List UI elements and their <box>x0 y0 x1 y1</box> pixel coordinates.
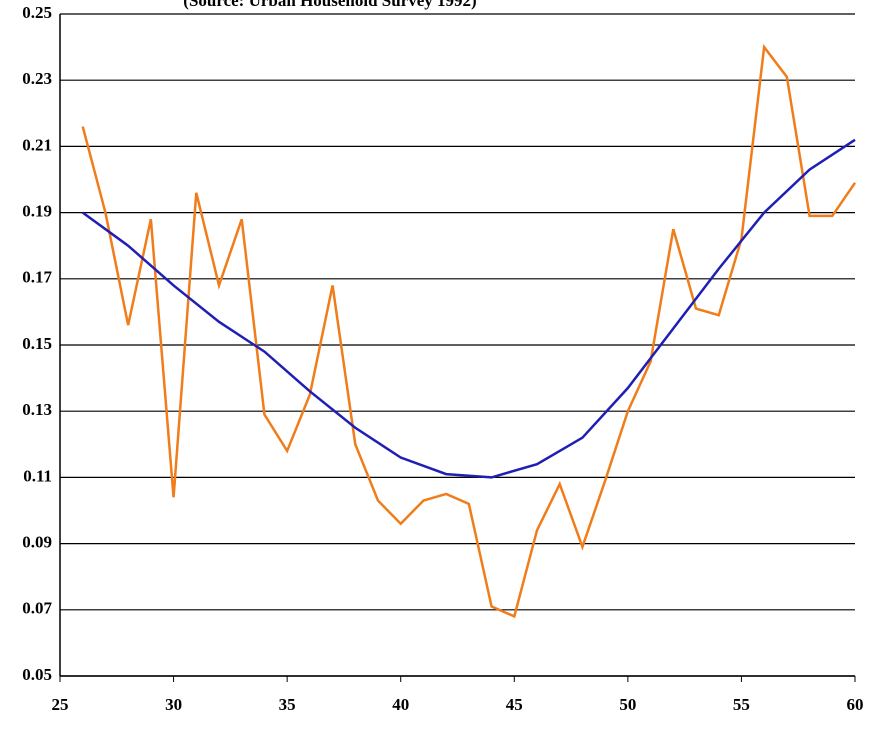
y-tick-label: 0.09 <box>22 533 52 552</box>
x-tick-label: 55 <box>733 695 750 714</box>
y-tick-label: 0.05 <box>22 665 52 684</box>
series-line <box>81 43 857 619</box>
series-line <box>81 138 856 479</box>
x-tick-label: 60 <box>847 695 864 714</box>
chart-subtitle: (Source: Urban Household Survey 1992) <box>183 0 476 10</box>
y-tick-label: 0.11 <box>23 466 52 485</box>
y-tick-label: 0.07 <box>22 599 52 618</box>
x-tick-label: 50 <box>619 695 636 714</box>
y-tick-label: 0.19 <box>22 202 52 221</box>
x-tick-label: 35 <box>279 695 296 714</box>
x-tick-label: 25 <box>52 695 69 714</box>
y-tick-label: 0.13 <box>22 400 52 419</box>
y-tick-label: 0.15 <box>22 334 52 353</box>
x-tick-label: 40 <box>392 695 409 714</box>
y-tick-label: 0.23 <box>22 69 52 88</box>
y-tick-label: 0.21 <box>22 135 52 154</box>
y-tick-label: 0.25 <box>22 3 52 22</box>
x-tick-label: 30 <box>165 695 182 714</box>
y-tick-label: 0.17 <box>22 268 52 287</box>
x-tick-label: 45 <box>506 695 523 714</box>
